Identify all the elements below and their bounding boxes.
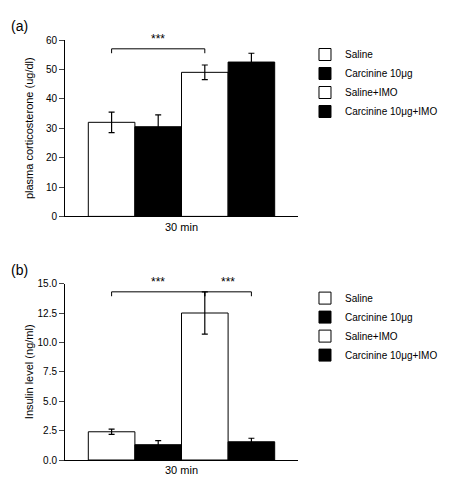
svg-text:(b): (b) (11, 262, 28, 278)
svg-text:10.0: 10.0 (38, 337, 58, 348)
svg-text:Saline+IMO: Saline+IMO (345, 331, 398, 342)
svg-text:20: 20 (46, 152, 58, 163)
svg-text:Carcinine 10μg+IMO: Carcinine 10μg+IMO (345, 350, 437, 361)
svg-text:Insulin level (ng/ml): Insulin level (ng/ml) (23, 324, 35, 419)
svg-text:plasma corticosterone (ug/dl): plasma corticosterone (ug/dl) (23, 57, 35, 199)
svg-text:15.0: 15.0 (38, 278, 58, 289)
svg-text:Saline: Saline (345, 293, 373, 304)
svg-text:12.5: 12.5 (38, 308, 58, 319)
svg-text:7.5: 7.5 (43, 366, 57, 377)
svg-text:(a): (a) (11, 18, 28, 34)
svg-text:***: *** (221, 275, 235, 289)
svg-text:5.0: 5.0 (43, 396, 57, 407)
svg-text:Saline: Saline (345, 49, 373, 60)
svg-text:40: 40 (46, 93, 58, 104)
svg-text:10: 10 (46, 182, 58, 193)
svg-text:30: 30 (46, 123, 58, 134)
svg-text:Carcinine 10μg+IMO: Carcinine 10μg+IMO (345, 106, 437, 117)
svg-text:0.0: 0.0 (43, 455, 57, 466)
svg-text:60: 60 (46, 35, 58, 46)
svg-text:Carcinine 10μg: Carcinine 10μg (345, 68, 412, 79)
svg-text:***: *** (151, 275, 165, 289)
svg-text:30 min: 30 min (165, 464, 198, 476)
svg-text:Carcinine 10μg: Carcinine 10μg (345, 312, 412, 323)
svg-text:50: 50 (46, 64, 58, 75)
svg-text:Saline+IMO: Saline+IMO (345, 87, 398, 98)
svg-text:2.5: 2.5 (43, 425, 57, 436)
svg-text:30 min: 30 min (165, 221, 198, 233)
svg-text:***: *** (151, 32, 165, 46)
svg-text:0: 0 (51, 211, 57, 222)
